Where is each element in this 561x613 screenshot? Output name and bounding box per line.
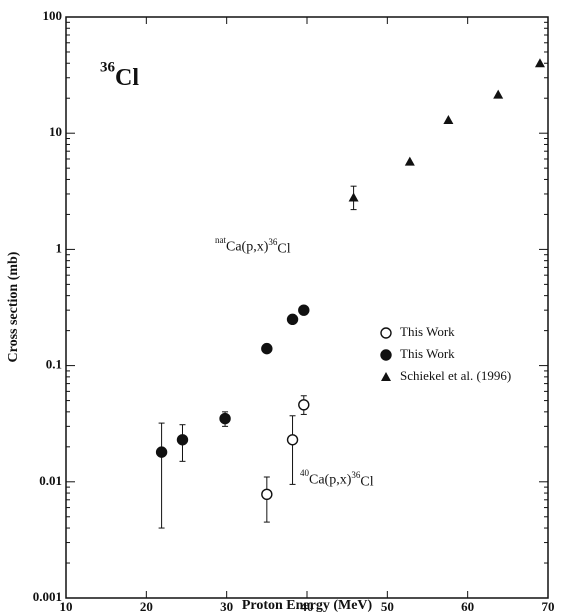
annotation-sup: 36	[351, 470, 361, 480]
legend-label: This Work	[400, 324, 455, 339]
annotation: natCa(p,x)36Cl	[215, 235, 291, 257]
annotation: 36Cl	[100, 60, 139, 91]
point	[443, 114, 454, 124]
point	[176, 434, 189, 446]
point	[404, 156, 415, 166]
x-tick-label: 30	[220, 599, 233, 613]
annotation-sup: 36	[268, 237, 278, 247]
annotation-text: Ca(p,x)	[226, 239, 269, 254]
x-tick-label: 60	[461, 599, 474, 613]
y-tick-label: 100	[43, 8, 63, 23]
point	[298, 399, 310, 411]
y-tick-label: 10	[49, 124, 62, 139]
x-tick-label: 70	[542, 599, 555, 613]
x-tick-label: 40	[301, 599, 314, 613]
annotation-sup: nat	[215, 235, 226, 245]
legend-label: This Work	[400, 346, 455, 361]
point	[286, 434, 299, 446]
y-tick-label: 0.001	[33, 589, 62, 604]
y-tick-label: 0.01	[39, 473, 62, 488]
legend-marker	[380, 327, 392, 339]
x-tick-label: 20	[140, 599, 153, 613]
annotation-text: Ca(p,x)	[309, 472, 352, 487]
point	[261, 488, 273, 501]
y-axis-label: Cross section (mb)	[6, 251, 21, 362]
y-tick-label: 0.1	[46, 357, 62, 372]
point	[493, 89, 504, 99]
annotation-sup: 36	[100, 60, 116, 76]
x-tick-label: 10	[60, 599, 73, 613]
point	[286, 313, 299, 326]
legend-marker	[381, 372, 391, 381]
point	[261, 342, 273, 355]
x-axis-label: Proton Energy (MeV)	[242, 598, 373, 613]
legend-label: Schiekel et al. (1996)	[400, 368, 511, 383]
x-tick-label: 50	[381, 599, 394, 613]
annotation-text: Cl	[277, 242, 290, 257]
annotation-sup: 40	[300, 468, 310, 478]
point	[348, 192, 359, 202]
point	[219, 412, 231, 425]
legend-marker	[380, 349, 392, 361]
annotation-text: Cl	[360, 475, 373, 490]
point	[298, 304, 310, 316]
y-tick-label: 1	[56, 240, 63, 255]
point	[155, 446, 168, 458]
point	[534, 58, 545, 68]
annotation: 40Ca(p,x)36Cl	[300, 468, 374, 490]
annotation-text: Cl	[115, 65, 139, 91]
